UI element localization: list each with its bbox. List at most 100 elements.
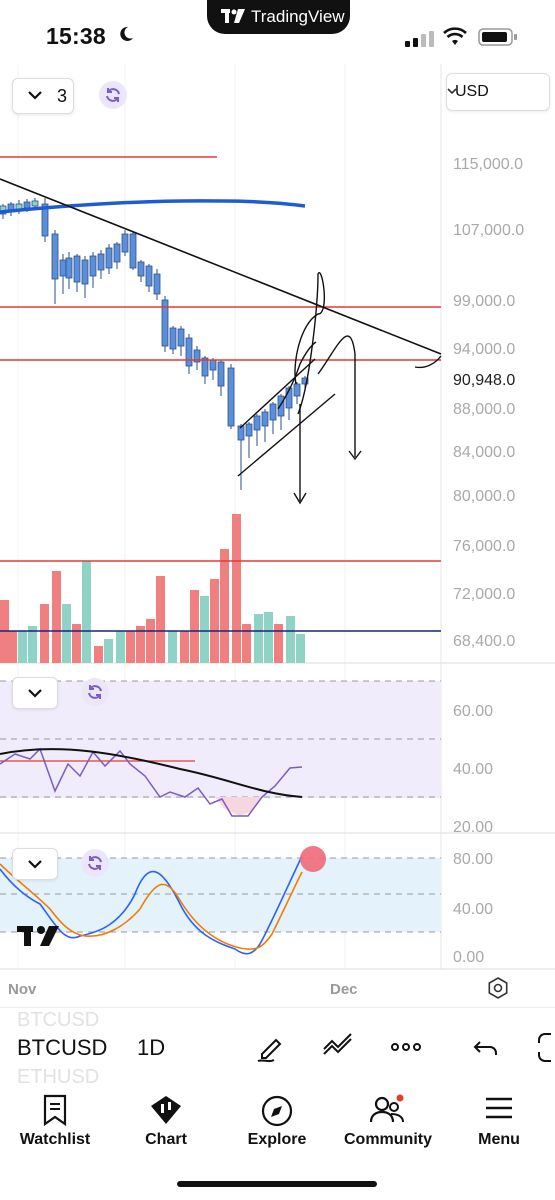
price-tick: 99,000.0: [453, 293, 515, 310]
price-axis: 115,000.0 107,000.0 99,000.0 94,000.0 88…: [453, 156, 524, 650]
battery-icon: [478, 28, 517, 46]
candle-body: [65, 257, 73, 279]
stoch-tick: 40.00: [453, 901, 493, 918]
candle-body: [121, 233, 129, 253]
rsi-tick: 20.00: [453, 819, 493, 836]
horizontal-lines: [0, 156, 441, 562]
watchlist-icon: [43, 1094, 67, 1126]
candle-body: [227, 367, 235, 427]
moon-icon: [120, 26, 133, 41]
more-icon[interactable]: [389, 1030, 423, 1064]
volume-bar: [286, 616, 295, 663]
nav-community[interactable]: Community: [333, 1088, 443, 1168]
tradingview-watermark-icon: [17, 926, 59, 946]
wifi-icon: [443, 27, 467, 45]
currency-select[interactable]: USD: [446, 73, 550, 111]
volume-bar: [94, 646, 103, 663]
indicators-toggle-button[interactable]: 3: [12, 78, 74, 114]
channel-drawing: [237, 272, 442, 505]
volume-bar: [200, 596, 209, 663]
nav-watchlist[interactable]: Watchlist: [0, 1088, 110, 1168]
nav-label: Community: [344, 1131, 432, 1148]
moving-average-line: [0, 199, 306, 214]
volume-bar: [52, 571, 61, 663]
price-tick: 80,000.0: [453, 488, 515, 505]
indicators-icon[interactable]: [321, 1030, 355, 1064]
tradingview-logo-icon: [221, 9, 245, 23]
undo-icon[interactable]: [470, 1030, 504, 1064]
volume-bar: [82, 561, 91, 663]
rsi-tick: 40.00: [453, 761, 493, 778]
symbol-selector[interactable]: BTCUSD: [17, 1035, 108, 1060]
price-tick: 68,400.0: [453, 633, 515, 650]
candle-body: [105, 247, 113, 269]
sync-icon: [88, 856, 102, 870]
chevron-down-icon: [447, 88, 457, 95]
compass-icon: [261, 1095, 293, 1127]
volume-bar: [72, 624, 81, 663]
stoch-k-line: [0, 855, 303, 955]
candle-body: [285, 387, 293, 409]
volume-bar: [210, 579, 219, 663]
rsi-axis: 60.00 40.00 20.00: [453, 703, 493, 836]
volume-bar: [156, 576, 165, 663]
nav-chart[interactable]: Chart: [111, 1088, 221, 1168]
price-tick: 72,000.0: [453, 586, 515, 603]
volume-bar: [274, 624, 283, 663]
candle-body: [97, 253, 105, 271]
candle-body: [31, 200, 39, 207]
candle-body: [253, 415, 261, 431]
stoch-axis: 80.00 40.00 0.00: [453, 851, 493, 966]
candle-body: [51, 233, 59, 280]
candle-body: [23, 201, 31, 209]
symbol-ghost-above: BTCUSD: [17, 1009, 100, 1031]
candle-body: [269, 403, 277, 421]
nav-explore[interactable]: Explore: [222, 1088, 332, 1168]
chart-canvas[interactable]: 115,000.0 107,000.0 99,000.0 94,000.0 88…: [0, 64, 555, 1004]
nav-label: Menu: [478, 1131, 520, 1148]
chart-toolbar: BTCUSD BTCUSD ETHUSD 1D: [0, 1007, 555, 1088]
candle-body: [153, 273, 161, 295]
chevron-down-icon: [28, 689, 42, 698]
rsi-collapse-button[interactable]: [12, 677, 58, 709]
volume-bar: [146, 619, 155, 663]
candle-body: [59, 259, 67, 277]
volume-bar: [116, 631, 125, 663]
home-indicator: [177, 1181, 377, 1187]
nav-menu[interactable]: Menu: [444, 1088, 554, 1168]
stoch-tick: 0.00: [453, 949, 484, 966]
nav-label: Watchlist: [19, 1131, 91, 1148]
alert-dot[interactable]: [300, 846, 326, 872]
symbol-ghost-below: ETHUSD: [17, 1066, 100, 1088]
candle-body: [209, 359, 217, 371]
candle-body: [129, 233, 137, 269]
candlesticks: [0, 198, 309, 490]
candle-body: [245, 423, 253, 437]
volume-bar: [242, 624, 251, 663]
price-tick: 107,000.0: [453, 222, 524, 239]
rsi-sync-button[interactable]: [81, 678, 109, 706]
chart-area[interactable]: 115,000.0 107,000.0 99,000.0 94,000.0 88…: [0, 64, 555, 1004]
settings-icon[interactable]: [488, 977, 508, 999]
rsi-tick: 60.00: [453, 703, 493, 720]
stoch-d-line: [0, 863, 303, 950]
time-label-nov: Nov: [8, 981, 37, 998]
candle-body: [73, 255, 81, 283]
price-tick: 115,000.0: [453, 156, 523, 173]
menu-icon: [486, 1097, 512, 1119]
time-label-dec: Dec: [330, 981, 358, 998]
volume-bar: [18, 631, 27, 663]
volume-bar: [8, 631, 17, 663]
candle-body: [89, 255, 97, 277]
candle-body: [193, 349, 201, 363]
status-bar: 15:38 TradingView: [0, 0, 555, 70]
stoch-sync-button[interactable]: [81, 849, 109, 877]
sync-button[interactable]: [99, 81, 127, 109]
draw-pen-icon[interactable]: [254, 1030, 288, 1064]
stoch-collapse-button[interactable]: [12, 848, 58, 880]
volume-bar: [168, 631, 177, 663]
app-pill[interactable]: TradingView: [207, 0, 350, 34]
candle-body: [177, 328, 185, 347]
fullscreen-icon[interactable]: [531, 1030, 555, 1064]
interval-selector[interactable]: 1D: [137, 1035, 166, 1060]
